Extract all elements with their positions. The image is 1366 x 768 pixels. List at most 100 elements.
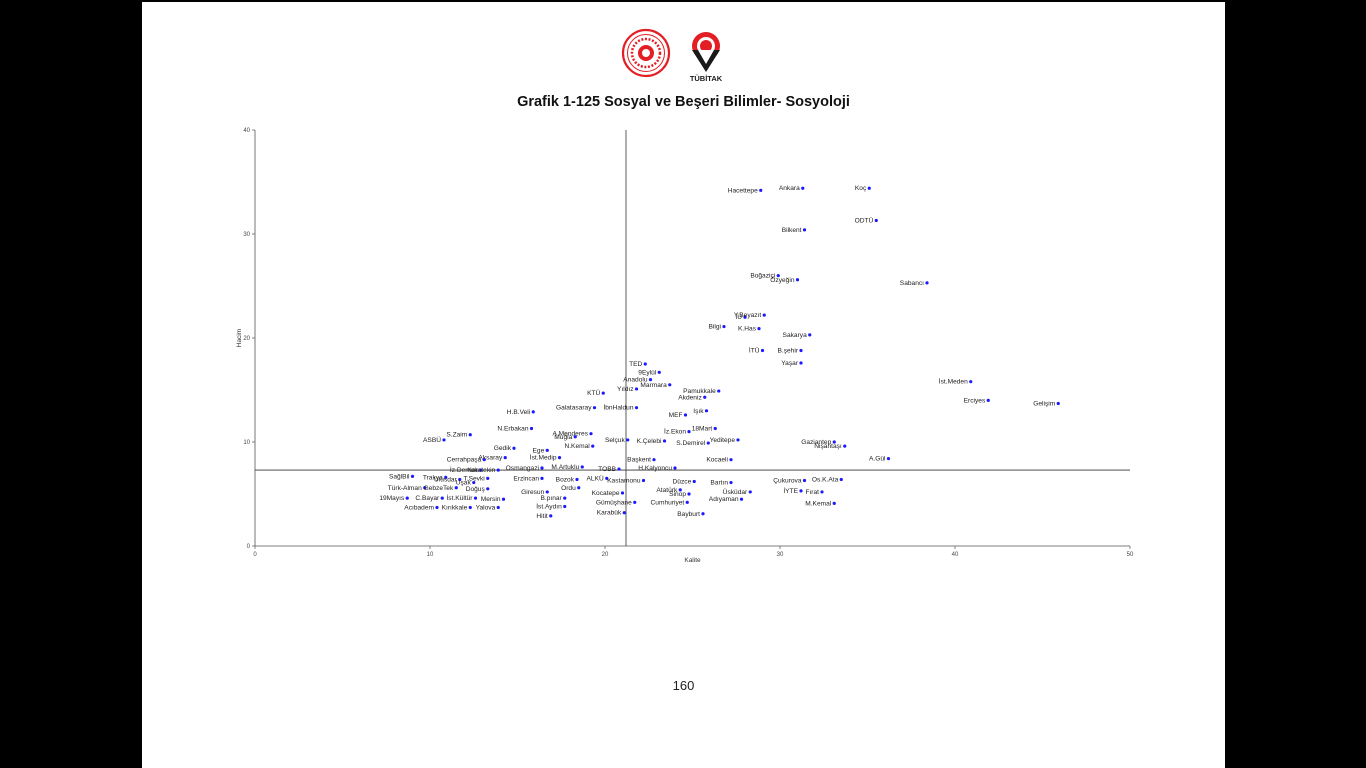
data-point bbox=[843, 444, 847, 448]
point-label: H.B.Veli bbox=[507, 409, 531, 416]
point-label: Hitit bbox=[536, 513, 548, 520]
point-label: Kocatepe bbox=[592, 490, 620, 497]
point-label: Başkent bbox=[627, 457, 651, 464]
data-point bbox=[717, 389, 721, 393]
data-point bbox=[589, 432, 593, 436]
point-label: Bilkent bbox=[782, 227, 802, 234]
y-tick-label: 40 bbox=[243, 128, 250, 134]
point-label: Ulusdar bbox=[434, 476, 458, 483]
data-point bbox=[468, 505, 472, 510]
point-label: C.Bayar bbox=[415, 495, 440, 502]
point-label: 9Eylül bbox=[638, 369, 656, 376]
data-point bbox=[529, 426, 534, 431]
point-label: Sakarya bbox=[783, 332, 808, 339]
point-label: N.Erbakan bbox=[497, 425, 528, 432]
page-number: 160 bbox=[672, 678, 695, 693]
point-label: Türk-Alman bbox=[388, 485, 422, 492]
tubitak-logo bbox=[692, 32, 720, 72]
point-label: Koç bbox=[855, 185, 867, 192]
point-label: Çukurova bbox=[773, 477, 802, 484]
point-label: Trakya bbox=[423, 474, 443, 481]
chart-title: Grafik 1-125 Sosyal ve Beşeri Bilimler- … bbox=[517, 94, 850, 110]
data-point bbox=[925, 281, 929, 285]
point-label: TOBB bbox=[598, 466, 616, 473]
data-point bbox=[540, 476, 544, 480]
data-point bbox=[652, 458, 656, 462]
data-point bbox=[703, 395, 707, 399]
point-label: Akdeniz bbox=[678, 394, 701, 401]
data-point bbox=[776, 274, 780, 278]
point-label: Adıyaman bbox=[709, 496, 739, 503]
x-tick-label: 30 bbox=[777, 552, 784, 558]
data-point bbox=[685, 500, 689, 504]
data-point bbox=[545, 448, 549, 452]
point-label: Atatürk bbox=[656, 487, 678, 494]
point-label: İst.Aydın bbox=[536, 501, 562, 510]
data-point bbox=[626, 438, 630, 442]
data-point bbox=[540, 466, 544, 470]
point-label: İz.Ekon bbox=[664, 427, 686, 436]
point-label: Pamukkale bbox=[683, 388, 716, 395]
point-label: TED bbox=[629, 361, 642, 368]
data-point bbox=[886, 457, 891, 461]
point-label: S.Demirel bbox=[676, 440, 705, 447]
data-point bbox=[410, 474, 415, 478]
point-label: M.Artuklu bbox=[551, 464, 579, 471]
data-point bbox=[503, 456, 507, 460]
x-tick-label: 10 bbox=[427, 552, 434, 558]
data-point bbox=[486, 476, 490, 480]
point-label: 18Mart bbox=[692, 425, 713, 432]
data-point bbox=[739, 497, 744, 501]
data-point bbox=[468, 433, 472, 437]
data-point bbox=[662, 439, 667, 443]
data-point bbox=[704, 409, 709, 413]
data-point bbox=[577, 486, 581, 490]
data-point bbox=[795, 278, 800, 282]
data-point bbox=[839, 477, 843, 482]
point-label: İz.Demok bbox=[450, 465, 479, 474]
point-label: Yeditepe bbox=[710, 437, 736, 444]
data-point bbox=[799, 361, 803, 365]
data-point bbox=[801, 186, 805, 190]
data-point bbox=[482, 458, 486, 462]
data-point bbox=[531, 410, 535, 414]
data-point bbox=[405, 496, 409, 500]
point-label: GebzeTek bbox=[424, 485, 454, 492]
point-label: Kocaeli bbox=[706, 457, 728, 464]
point-label: Üsküdar bbox=[723, 488, 748, 496]
data-point bbox=[969, 380, 973, 384]
data-point bbox=[458, 477, 462, 482]
data-point bbox=[743, 315, 747, 319]
logo-group: TÜBİTAK bbox=[620, 26, 730, 86]
data-point bbox=[479, 468, 483, 472]
point-label: İst.Kültür bbox=[446, 493, 473, 502]
point-label: A.Menderes bbox=[552, 431, 588, 438]
point-label: B.şehir bbox=[777, 347, 798, 354]
x-tick-label: 40 bbox=[952, 552, 959, 558]
point-label: N.Kemal bbox=[564, 443, 590, 450]
point-label: ODTÜ bbox=[855, 216, 874, 224]
point-label: Selçuk bbox=[605, 437, 625, 444]
point-label: A.Gül bbox=[869, 456, 886, 463]
point-label: Yalova bbox=[476, 505, 496, 512]
data-point bbox=[592, 406, 597, 410]
point-label: KTÜ bbox=[587, 389, 600, 397]
data-point bbox=[762, 313, 766, 317]
data-point bbox=[634, 387, 639, 391]
data-point bbox=[601, 391, 605, 395]
data-point bbox=[729, 458, 733, 462]
point-label: Y.Beyazıt bbox=[734, 312, 762, 319]
data-point bbox=[802, 478, 807, 483]
data-point bbox=[622, 511, 626, 515]
point-label: Cumhuriyet bbox=[651, 499, 685, 506]
data-point bbox=[832, 501, 836, 505]
point-label: SağlBil bbox=[389, 473, 410, 480]
point-label: Gelişim bbox=[1033, 401, 1055, 408]
data-point bbox=[808, 333, 812, 337]
point-label: Bartın bbox=[710, 480, 728, 487]
point-label: K.Çelebi bbox=[637, 438, 662, 445]
data-point bbox=[706, 441, 710, 445]
point-label: Sinop bbox=[669, 491, 686, 498]
data-point bbox=[1056, 401, 1060, 406]
point-label: Erciyes bbox=[964, 397, 986, 404]
